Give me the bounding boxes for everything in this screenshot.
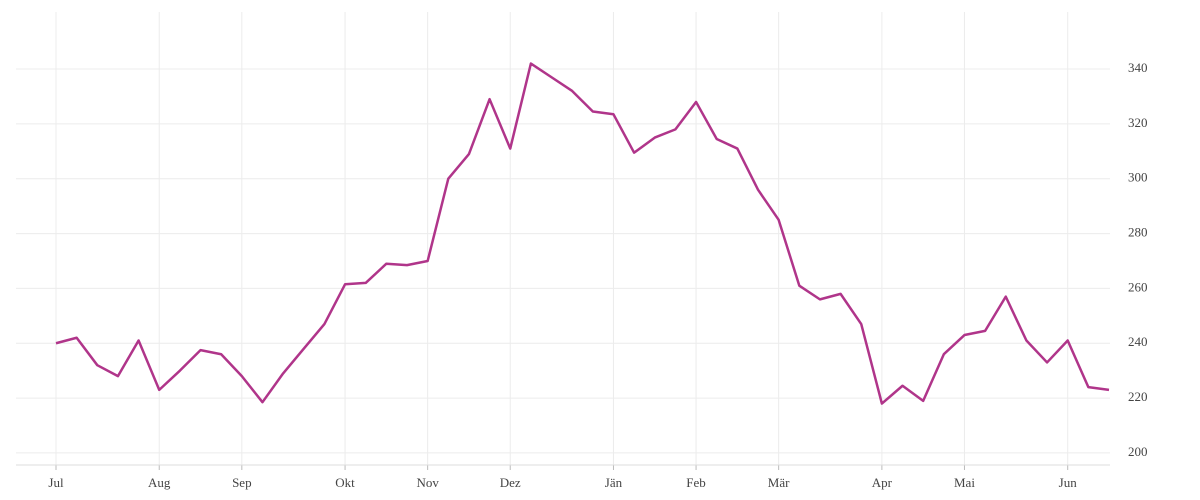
x-tick-label: Jän xyxy=(605,475,623,490)
x-tick-label: Jul xyxy=(48,475,64,490)
x-tick-label: Aug xyxy=(148,475,171,490)
x-tick-label: Mai xyxy=(954,475,975,490)
x-tick-label: Nov xyxy=(416,475,439,490)
x-tick-label: Mär xyxy=(768,475,790,490)
x-tick-label: Apr xyxy=(872,475,893,490)
y-tick-label: 200 xyxy=(1128,444,1148,459)
y-tick-label: 280 xyxy=(1128,225,1148,240)
y-tick-label: 260 xyxy=(1128,279,1148,294)
x-tick-label: Jun xyxy=(1059,475,1078,490)
x-tick-label: Dez xyxy=(500,475,521,490)
y-tick-label: 320 xyxy=(1128,115,1148,130)
y-tick-label: 240 xyxy=(1128,334,1148,349)
line xyxy=(55,62,1110,405)
y-tick-label: 220 xyxy=(1128,389,1148,404)
y-tick-label: 340 xyxy=(1128,60,1148,75)
x-tick-label: Sep xyxy=(232,475,252,490)
x-tick-label: Feb xyxy=(686,475,706,490)
y-tick-label: 300 xyxy=(1128,170,1148,185)
x-tick-label: Okt xyxy=(335,475,355,490)
